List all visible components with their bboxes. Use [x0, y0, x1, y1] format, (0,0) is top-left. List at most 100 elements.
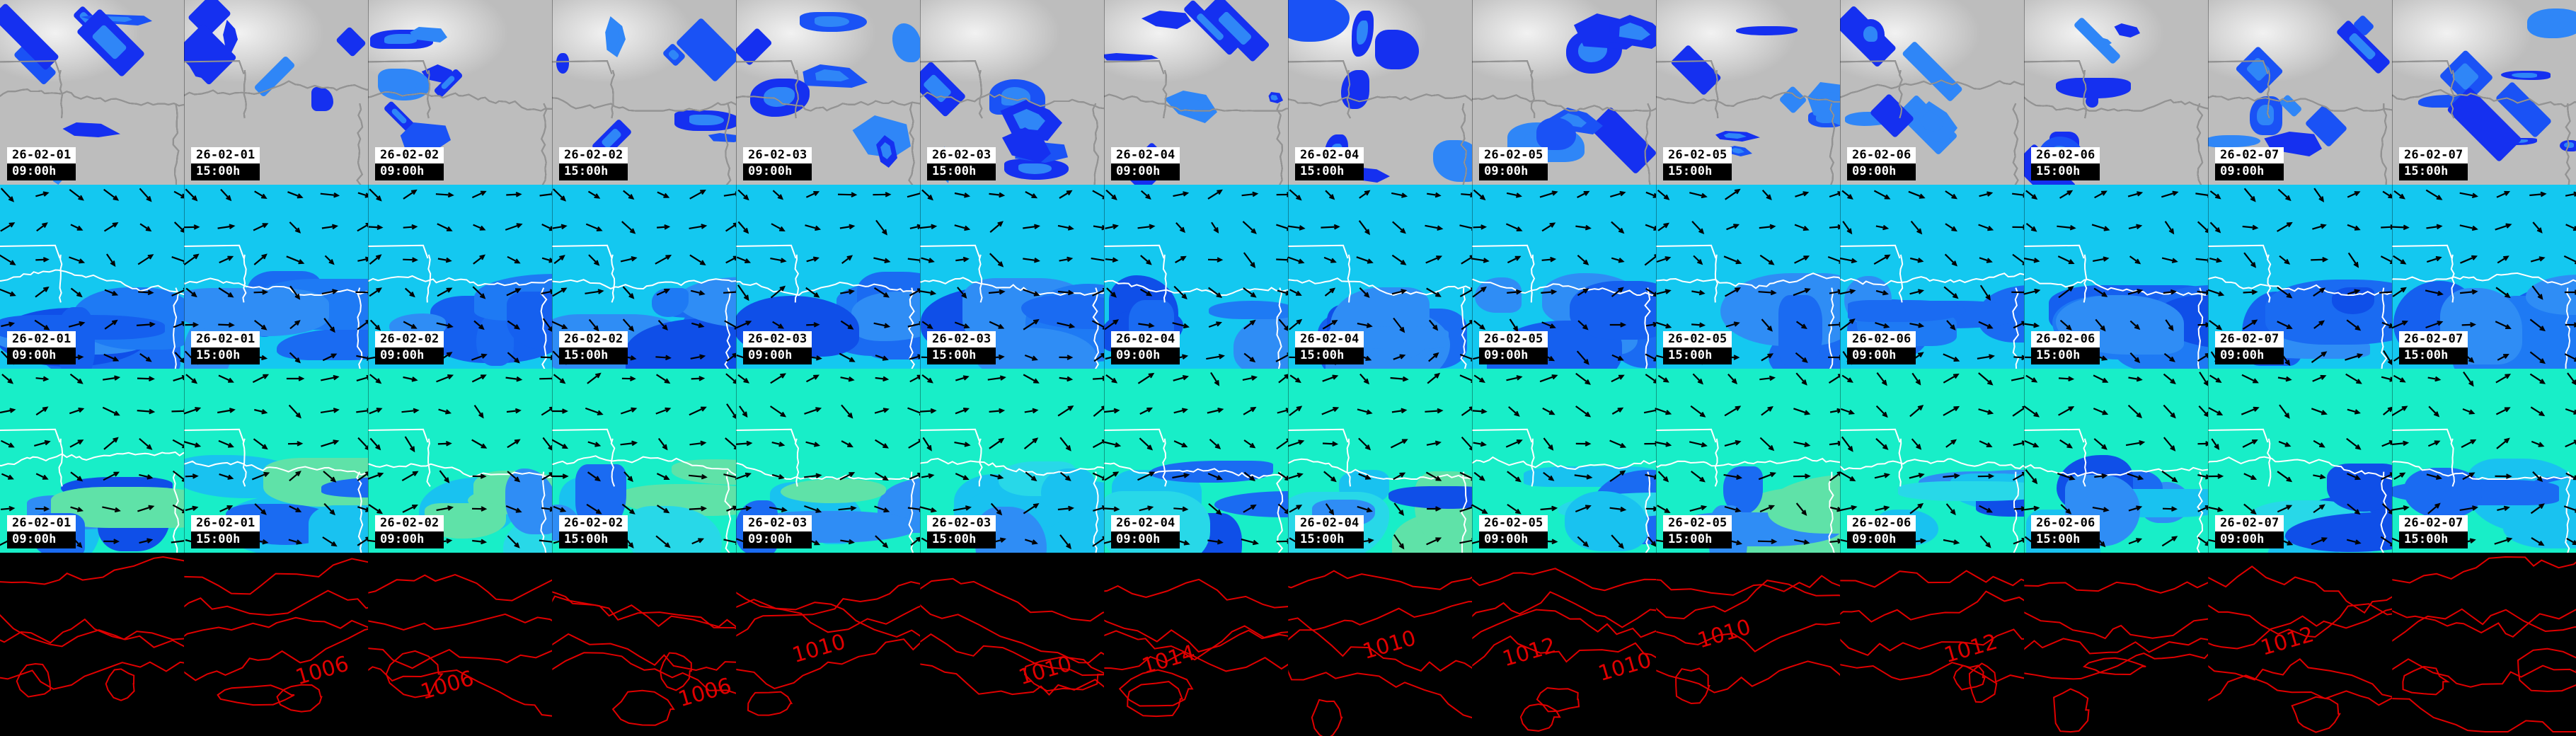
forecast-panel[interactable]: 26-02-05 09:00h [1472, 0, 1656, 185]
forecast-panel[interactable]: 26-02-04 09:00h [1104, 0, 1288, 185]
precipitation-contour [708, 133, 736, 142]
forecast-panel[interactable] [2392, 553, 2576, 736]
forecast-panel[interactable]: 26-02-03 09:00h [736, 0, 920, 185]
forecast-panel[interactable]: 26-02-04 09:00h [1104, 369, 1288, 553]
panel-separator [2208, 0, 2209, 185]
forecast-panel[interactable]: 1012 [2208, 553, 2392, 736]
forecast-panel[interactable]: 26-02-03 09:00h [736, 369, 920, 553]
forecast-panel[interactable]: 26-02-07 09:00h [2208, 0, 2392, 185]
forecast-panel[interactable]: 1012 [1840, 553, 2024, 736]
wind-arrow-field [1288, 189, 1472, 365]
coastline [0, 244, 184, 369]
forecast-panel[interactable]: 26-02-03 15:00h [920, 185, 1104, 369]
forecast-panel[interactable]: 26-02-02 09:00h [368, 369, 552, 553]
timestamp-time: 15:00h [2399, 347, 2468, 364]
panel-timestamp: 26-02-07 09:00h [2215, 515, 2284, 548]
panel-timestamp: 26-02-03 15:00h [927, 331, 996, 364]
coastline [736, 60, 920, 185]
forecast-panel[interactable]: 26-02-02 09:00h [368, 185, 552, 369]
forecast-panel[interactable]: 26-02-06 15:00h [2024, 369, 2208, 553]
forecast-panel[interactable]: 26-02-07 09:00h [2208, 369, 2392, 553]
forecast-panel[interactable]: 26-02-06 09:00h [1840, 0, 2024, 185]
forecast-panel[interactable]: 1014 [1104, 553, 1288, 736]
forecast-panel[interactable]: 1010 [920, 553, 1104, 736]
forecast-panel[interactable]: 26-02-05 15:00h [1656, 0, 1840, 185]
forecast-panel[interactable]: 26-02-03 09:00h [736, 185, 920, 369]
precipitation-contour [1104, 53, 1158, 61]
panel-timestamp: 26-02-02 09:00h [375, 515, 444, 548]
timestamp-time: 15:00h [2399, 531, 2468, 548]
panel-separator [1656, 369, 1657, 553]
forecast-panel[interactable]: 26-02-05 15:00h [1656, 369, 1840, 553]
forecast-panel[interactable]: 26-02-02 15:00h [552, 185, 736, 369]
panel-timestamp: 26-02-02 15:00h [559, 331, 628, 364]
panel-separator [1288, 553, 1289, 736]
panel-separator [1288, 0, 1289, 185]
panel-timestamp: 26-02-04 09:00h [1111, 331, 1180, 364]
forecast-panel[interactable]: 26-02-06 09:00h [1840, 369, 2024, 553]
forecast-panel[interactable]: 1010 [1288, 553, 1472, 736]
timestamp-date: 26-02-02 [559, 331, 628, 347]
forecast-panel[interactable]: 26-02-02 09:00h [368, 0, 552, 185]
coastline [1840, 60, 2024, 185]
forecast-panel[interactable]: 26-02-04 15:00h [1288, 0, 1472, 185]
timestamp-date: 26-02-06 [1847, 515, 1916, 531]
forecast-panel[interactable] [0, 553, 184, 736]
panel-separator [736, 553, 737, 736]
forecast-panel[interactable]: 26-02-04 09:00h [1104, 185, 1288, 369]
forecast-panel[interactable]: 26-02-04 15:00h [1288, 185, 1472, 369]
forecast-panel[interactable]: 1010 [736, 553, 920, 736]
timestamp-time: 15:00h [1295, 347, 1364, 364]
forecast-panel[interactable]: 1012 1010 [1472, 553, 1656, 736]
forecast-panel[interactable]: 26-02-06 15:00h [2024, 185, 2208, 369]
isobar-contours: 1010 [736, 581, 920, 716]
coastline [1288, 60, 1472, 185]
coastline [1656, 244, 1840, 369]
forecast-panel[interactable]: 26-02-05 15:00h [1656, 185, 1840, 369]
forecast-panel[interactable]: 26-02-05 09:00h [1472, 369, 1656, 553]
timestamp-date: 26-02-01 [7, 515, 76, 531]
forecast-panel[interactable] [2024, 553, 2208, 736]
precipitation-contour [410, 27, 447, 42]
forecast-panel[interactable]: 1006 [368, 553, 552, 736]
forecast-panel[interactable]: 26-02-06 15:00h [2024, 0, 2208, 185]
forecast-panel[interactable]: 1006 [552, 553, 736, 736]
temperature-contour [851, 292, 920, 341]
forecast-panel[interactable]: 26-02-01 09:00h [0, 369, 184, 553]
forecast-panel[interactable]: 26-02-01 15:00h [184, 185, 368, 369]
timestamp-time: 09:00h [7, 531, 76, 548]
forecast-panel[interactable]: 26-02-01 09:00h [0, 0, 184, 185]
forecast-panel[interactable]: 26-02-04 15:00h [1288, 369, 1472, 553]
panel-separator [552, 0, 553, 185]
forecast-panel[interactable]: 26-02-07 15:00h [2392, 369, 2576, 553]
forecast-panel[interactable]: 26-02-07 09:00h [2208, 185, 2392, 369]
coastline [736, 428, 920, 553]
forecast-panel[interactable]: 26-02-03 15:00h [920, 369, 1104, 553]
forecast-panel[interactable]: 1006 [184, 553, 368, 736]
isobar-label: 1006 [293, 651, 352, 690]
temperature-contour [505, 468, 552, 534]
timestamp-time: 09:00h [1847, 531, 1916, 548]
timestamp-date: 26-02-01 [7, 331, 76, 347]
timestamp-date: 26-02-01 [191, 147, 260, 163]
forecast-panel[interactable]: 26-02-06 09:00h [1840, 185, 2024, 369]
coastline [1472, 60, 1656, 185]
forecast-panel[interactable]: 26-02-01 15:00h [184, 0, 368, 185]
timestamp-time: 15:00h [2031, 531, 2100, 548]
forecast-panel[interactable]: 26-02-02 15:00h [552, 0, 736, 185]
timestamp-time: 09:00h [1479, 347, 1548, 364]
forecast-panel[interactable]: 26-02-01 15:00h [184, 369, 368, 553]
forecast-panel[interactable]: 26-02-05 09:00h [1472, 185, 1656, 369]
panel-timestamp: 26-02-03 15:00h [927, 147, 996, 180]
panel-separator [1288, 185, 1289, 369]
forecast-panel[interactable]: 1010 [1656, 553, 1840, 736]
forecast-panel[interactable]: 26-02-03 15:00h [920, 0, 1104, 185]
precipitation-contour [556, 53, 569, 74]
forecast-panel[interactable]: 26-02-02 15:00h [552, 369, 736, 553]
forecast-panel[interactable]: 26-02-01 09:00h [0, 185, 184, 369]
forecast-panel[interactable]: 26-02-07 15:00h [2392, 0, 2576, 185]
forecast-panel[interactable]: 26-02-07 15:00h [2392, 185, 2576, 369]
panel-timestamp: 26-02-06 15:00h [2031, 331, 2100, 364]
timestamp-time: 09:00h [1111, 531, 1180, 548]
